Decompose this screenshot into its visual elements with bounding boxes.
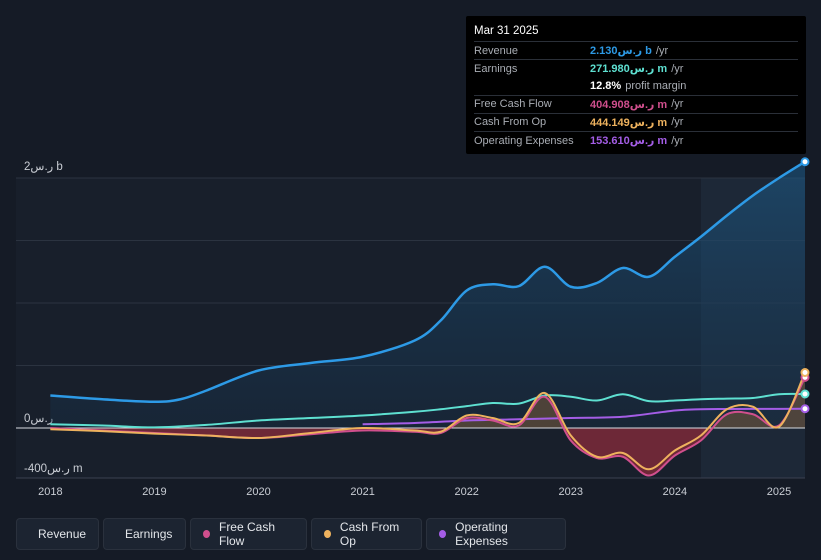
legend-item-earnings[interactable]: Earnings: [103, 518, 186, 550]
tooltip-row: Free Cash Flow 404.908ر.س m/yr: [474, 94, 798, 113]
x-tick-label: 2025: [767, 486, 791, 498]
legend-item-operating-expenses[interactable]: Operating Expenses: [426, 518, 566, 550]
legend-item-cash-from-op[interactable]: Cash From Op: [311, 518, 422, 550]
legend-label: Free Cash Flow: [218, 520, 276, 548]
legend-dot-icon: [439, 530, 447, 538]
end-marker-revenue: [800, 157, 810, 167]
x-tick-label: 2020: [246, 486, 270, 498]
legend-label: Revenue: [38, 527, 87, 541]
legend-dot-icon: [324, 530, 331, 538]
tooltip-label: Cash From Op: [474, 116, 547, 129]
legend-label: Operating Expenses: [455, 520, 508, 548]
legend-dot-icon: [203, 530, 210, 538]
x-tick-label: 2022: [454, 486, 478, 498]
tooltip-row: 12.8% profit margin: [474, 77, 798, 94]
tooltip-suffix: /yr: [671, 116, 684, 129]
x-tick-label: 2018: [38, 486, 62, 498]
tooltip-suffix: profit margin: [625, 79, 687, 92]
tooltip-label: Revenue: [474, 44, 519, 57]
end-marker-cash-from-op: [800, 368, 810, 377]
tooltip-row: Earnings 271.980ر.س m/yr: [474, 59, 798, 77]
tooltip-value: 271.980ر.س m: [590, 63, 668, 76]
tooltip-row: Operating Expenses 153.610ر.س m/yr: [474, 130, 798, 149]
tooltip-row: Revenue 2.130ر.س b/yr: [474, 41, 798, 59]
tooltip-suffix: /yr: [655, 44, 669, 57]
series-line-operating-expenses: [362, 407, 806, 426]
x-tick-label: 2021: [350, 486, 374, 498]
tooltip-value: 153.610ر.س m: [590, 135, 668, 148]
x-tick-label: 2019: [142, 486, 166, 498]
legend-item-revenue[interactable]: Revenue: [16, 518, 99, 550]
revenue-area: [50, 161, 805, 428]
tooltip-value: 2.130ر.س b: [590, 45, 652, 58]
tooltip-label: Operating Expenses: [474, 134, 574, 147]
tooltip-label: Free Cash Flow: [474, 98, 552, 111]
tooltip-label: Earnings: [474, 62, 518, 75]
tooltip-row: Cash From Op 444.149ر.س m/yr: [474, 112, 798, 131]
y-tick-label: 2ر.س b: [24, 161, 63, 173]
end-marker-earnings: [800, 389, 810, 399]
tooltip-suffix: /yr: [671, 62, 684, 75]
tooltip-date: Mar 31 2025: [474, 25, 539, 37]
end-marker-operating-expenses: [800, 404, 810, 414]
chart-svg: 2ر.س b 0ر.س -400ر.س m 2018 2019 2020 2021 2022 2…: [16, 157, 810, 498]
free-cash-flow-positive-area: [50, 377, 805, 428]
y-tick-label: -400ر.س m: [24, 463, 83, 475]
legend-item-free-cash-flow[interactable]: Free Cash Flow: [190, 518, 307, 550]
y-tick-label: 0ر.س: [24, 413, 54, 425]
free-cash-flow-negative-area: [50, 428, 805, 476]
tooltip-suffix: /yr: [671, 134, 684, 147]
tooltip-panel: Mar 31 2025 Revenue 2.130ر.س b/yr Earnings…: [466, 16, 806, 154]
series-line-revenue: [50, 160, 806, 403]
series-line-earnings: [50, 392, 806, 429]
legend-label: Cash From Op: [339, 520, 400, 548]
series-line-cash-from-op: [50, 372, 806, 471]
legend-label: Earnings: [125, 527, 173, 541]
tooltip-value: 404.908ر.س m: [590, 98, 668, 111]
x-tick-label: 2024: [663, 486, 687, 498]
tooltip-suffix: /yr: [671, 98, 684, 111]
tooltip-value: 444.149ر.س m: [590, 116, 668, 129]
legend: Revenue Earnings Free Cash Flow Cash From O…: [16, 518, 566, 550]
tooltip-value: 12.8%: [590, 79, 622, 92]
x-tick-label: 2023: [559, 486, 583, 498]
